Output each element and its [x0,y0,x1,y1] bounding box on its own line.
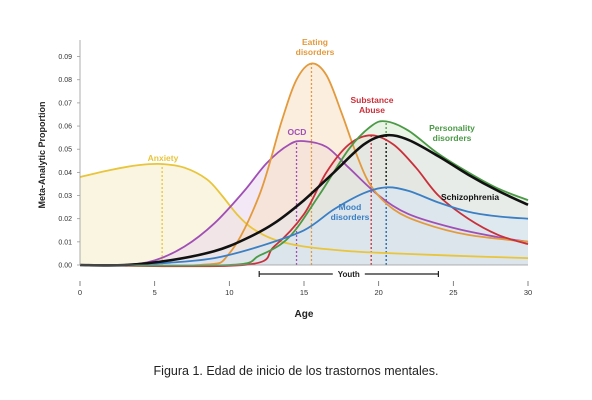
y-tick-label: 0.04 [58,170,72,177]
x-tick-label: 30 [524,288,532,297]
series-lines [79,62,529,268]
annotation-line: disorders [296,47,335,57]
annotation-personality-disorders: Personality disorders [429,123,475,143]
line-substance-abuse [79,134,529,268]
figure-caption: Figura 1. Edad de inicio de los trastorn… [153,364,439,378]
y-tick-label: 0.06 [58,124,72,131]
line-personality-disorders [79,120,529,267]
annotation-line: Personality [429,123,475,133]
y-tick-label: 0.09 [58,54,72,61]
annotation-schizophrenia: Schizophrenia [441,192,499,202]
annotation-line: Anxiety [148,153,179,163]
annotation-line: Abuse [359,105,385,115]
youth-label: Youth [338,270,360,279]
annotation-line: Substance [351,95,394,105]
area-eating-disorders [80,63,528,266]
annotation-line: Schizophrenia [441,192,499,202]
annotation-line: disorders [331,212,370,222]
annotation-mood-disorders: Mood disorders [331,202,370,222]
y-tick-label: 0.00 [58,263,72,270]
annotation-substance-abuse: Substance Abuse [351,95,394,115]
y-tick-label: 0.02 [58,216,72,223]
line-schizophrenia [79,133,529,267]
annotation-line: Eating [302,37,328,47]
x-tick-label: 25 [449,288,457,297]
annotation-anxiety: Anxiety [148,153,179,163]
annotation-line: disorders [433,133,472,143]
y-tick-label: 0.01 [58,239,72,246]
area-anxiety [80,163,528,265]
line-eating-disorders [79,62,529,267]
y-tick-label: 0.03 [58,193,72,200]
annotation-eating-disorders: Eating disorders [296,37,335,57]
youth-band: Youth [258,268,439,280]
x-tick-label: 5 [153,288,157,297]
line-anxiety [79,162,529,259]
x-axis: 0 5 10 15 20 25 30 Age [78,264,532,320]
x-tick-label: 10 [225,288,233,297]
annotation-line: OCD [288,127,307,137]
line-ocd [79,140,529,267]
annotation-line: Mood [339,202,362,212]
x-tick-label: 20 [374,288,382,297]
x-tick-label: 15 [300,288,308,297]
x-tick-label: 0 [78,288,82,297]
area-mood-disorders [80,187,528,266]
y-tick-label: 0.07 [58,100,72,107]
youth-label-bg [332,268,365,280]
y-axis: 0.00 0.01 0.02 0.03 0.04 0.05 0.06 0.07 0.08 0.09… [37,40,81,270]
y-tick-label: 0.05 [58,147,72,154]
chart-svg: 0.00 0.01 0.02 0.03 0.04 0.05 0.06 0.07 0.08 0.09… [37,37,532,320]
y-tick-label: 0.08 [58,77,72,84]
line-mood-disorders [79,186,529,267]
x-axis-label: Age [295,309,314,320]
y-axis-label: Meta-Analytic Proportion [37,101,47,208]
age-of-onset-chart: 0.00 0.01 0.02 0.03 0.04 0.05 0.06 0.07 0.08 0.09… [37,37,532,320]
annotation-ocd: OCD [288,127,307,137]
